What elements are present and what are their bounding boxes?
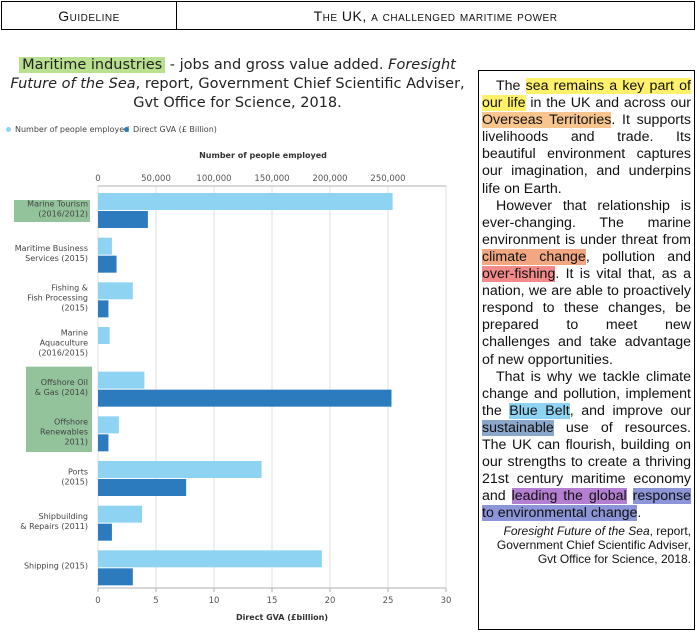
category-label: Marine [61,328,88,337]
bar-employed [98,550,322,568]
top-tick-label: 150,000 [254,174,289,184]
bar-employed [98,237,112,255]
legend-label-gva: Direct GVA (£ Billion) [133,125,217,134]
figure-title-italic: Foresight Future of the Sea [10,57,456,92]
p2-highlight-overfishing: over-fishing [482,266,556,283]
legend-dot-employed [6,127,11,132]
p2-text-0: However that relationship is ever-changi… [482,197,691,248]
header-guideline: Guideline [2,2,177,29]
p3-text-0: That is why we tackle climate change and… [482,368,691,419]
p3-highlight-blue-belt: Blue Belt [509,402,570,419]
paragraph-1: The sea remains a key part of our life i… [482,78,691,198]
chart-svg: Number of people employed 0 50,000 100,000 1… [14,151,452,622]
figure-title-tail: , report, Government Chief Scientific Ad… [133,76,465,111]
bar-employed [98,282,133,300]
top-tick-label: 50,000 [141,174,171,184]
source-citation: Foresight Future of the Sea, report, Gov… [482,524,691,566]
bar-employed [98,505,143,523]
bar-employed [98,327,110,344]
p2-highlight-climate: climate change [482,248,586,265]
bar-employed [98,416,119,434]
legend-item-gva: Direct GVA (£ Billion) [124,125,217,134]
figure-title-rest: - jobs and gross value added. [165,57,389,73]
bar-gva [98,211,148,228]
bar-employed [98,193,393,210]
p3-text-2: , and improve our [569,402,691,419]
p2-text-2: , pollution and [585,248,691,265]
bar-gva [98,255,117,273]
top-axis-title: Number of people employed [199,151,327,160]
bar-employed [98,461,262,478]
category-label: (2015) [61,304,88,313]
top-tick-label: 100,000 [196,174,231,184]
category-label: Maritime Business [15,244,88,253]
p1-highlight-overseas: Overseas Territories [482,112,612,129]
bar-gva [98,568,133,586]
category-label: (2015) [61,477,88,486]
p3-text-6 [627,488,633,504]
text-box: The sea remains a key part of our life i… [478,70,695,630]
category-highlight-box [26,366,92,452]
p2-text-4: . It is vital that, as a nation, we are … [482,266,691,368]
bar-gva [98,434,109,452]
bottom-tick-label: 25 [383,596,394,606]
category-label: Shipbuilding [39,512,89,521]
top-tick-label: 250,000 [370,174,405,184]
p3-text-8: . [637,505,642,522]
category-label: (2016/2012) [38,209,88,218]
bottom-tick-label: 5 [153,596,158,606]
bottom-tick-label: 0 [95,596,100,606]
category-label: & Gas (2014) [35,388,88,397]
category-highlight-box [14,200,90,222]
category-label: Offshore Oil [41,378,88,387]
top-tick-label: 0 [95,174,100,184]
p1-text-2: in the UK and across our [525,95,691,112]
category-label: Shipping (2015) [24,562,88,571]
category-label: Fish Processing [27,294,88,303]
source-rest: , report, Government Chief Scientific Ad… [496,524,691,567]
top-tick-label: 200,000 [312,174,347,184]
bar-gva [98,300,109,318]
p1-text-4: . It supports livelihoods and trade. Its… [482,112,691,197]
header-title: The UK, a challenged maritime power [313,7,558,24]
source-italic: Foresight Future of the Sea [503,524,650,539]
paragraph-3: That is why we tackle climate change and… [482,369,691,523]
category-label: & Repairs (2011) [20,522,88,531]
category-label: Offshore [54,418,88,427]
category-label: Aquaculture [40,338,88,347]
p3-text-4: use of resources. The UK can flourish, b… [482,419,691,505]
bottom-axis-title: Direct GVA (£billion) [236,613,328,622]
category-label: Fishing & [51,284,88,293]
category-label: (2016/2015) [38,348,88,357]
category-label: Renewables [40,428,88,437]
p1-text-0: The [496,78,526,94]
header-table: Guideline The UK, a challenged maritime … [1,1,695,30]
bar-gva [98,389,392,407]
bottom-tick-label: 20 [325,596,336,606]
bar-gva [98,479,187,496]
figure-title: Maritime industries - jobs and gross val… [0,56,475,113]
bottom-tick-label: 15 [267,596,278,606]
bar-gva [98,523,112,541]
p3-highlight-sustainable: sustainable [482,419,554,436]
legend-dot-gva [124,127,129,132]
legend-item-employed: Number of people employed [6,125,129,134]
bar-chart: Number of people employed 0 50,000 100,000 1… [0,140,475,633]
figure-title-highlight: Maritime industries [19,57,166,73]
category-label: 2011) [65,438,88,447]
bottom-tick-label: 10 [209,596,220,606]
category-label: Services (2015) [25,254,88,263]
category-label: Ports [68,467,88,476]
bottom-tick-label: 30 [441,596,452,606]
category-label: Marine Tourism [27,199,88,208]
bar-employed [98,371,145,389]
paragraph-2: However that relationship is ever-changi… [482,198,691,369]
p3-highlight-leading: leading the global [511,488,627,505]
legend-label-employed: Number of people employed [15,125,130,134]
